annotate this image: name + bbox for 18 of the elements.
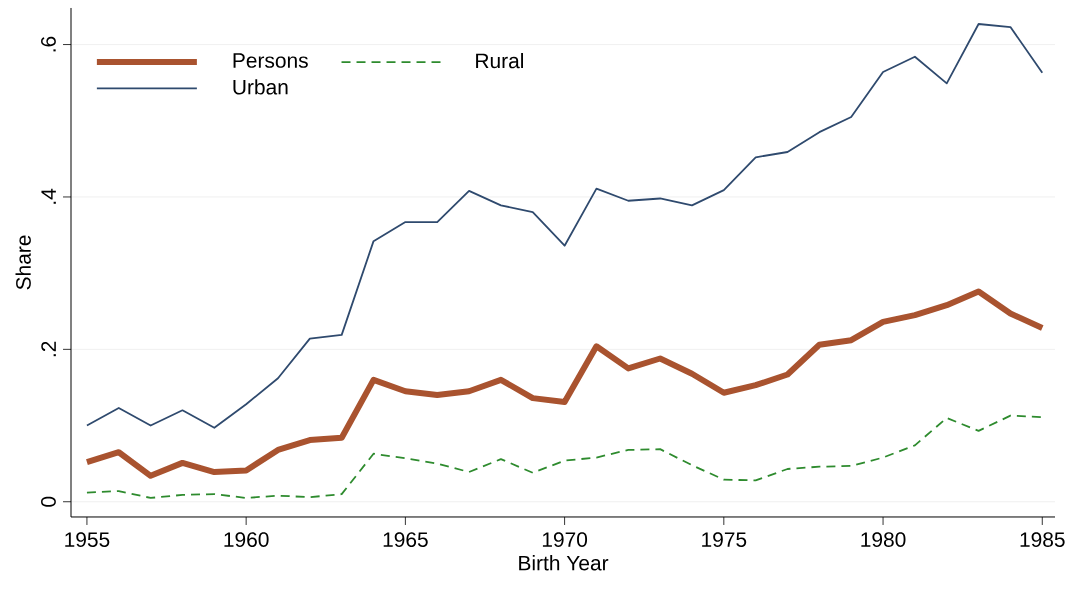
legend-label: Persons <box>233 53 308 68</box>
line-series <box>86 23 1044 429</box>
x-tick-label: 1980 <box>861 532 906 547</box>
x-tick-label: 1985 <box>1020 532 1065 547</box>
y-tick-label: 0 <box>41 496 56 507</box>
line-series <box>86 414 1044 499</box>
x-tick-label: 1975 <box>702 532 747 547</box>
legend-label: Urban <box>233 79 288 95</box>
x-tick-label: 1970 <box>542 532 588 547</box>
y-tick-label: .4 <box>41 188 56 204</box>
y-tick-label: .2 <box>41 341 56 357</box>
x-tick-label: 1955 <box>65 532 110 547</box>
x-tick-label: 1965 <box>383 532 428 547</box>
x-axis-title: Birth Year <box>519 555 609 571</box>
y-tick-label: .6 <box>41 36 56 52</box>
y-axis-title: Share <box>15 235 31 290</box>
legend-label: Rural <box>476 52 523 69</box>
x-tick-label: 1960 <box>224 532 269 547</box>
